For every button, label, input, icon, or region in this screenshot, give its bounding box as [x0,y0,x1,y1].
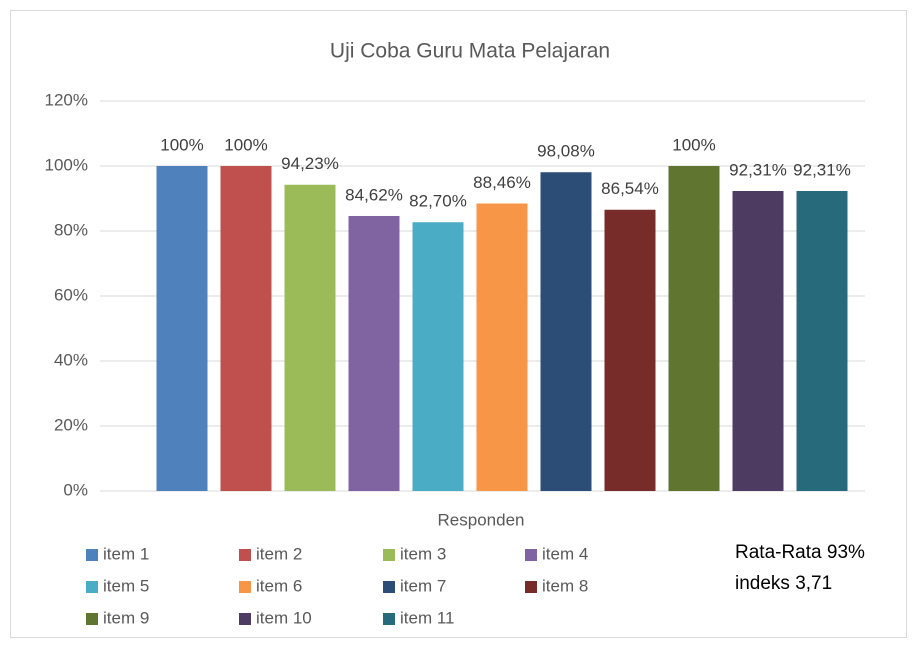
legend-swatch [86,581,98,593]
annotation: indeks 3,71 [735,573,832,594]
legend-swatch [239,549,251,561]
data-label: 86,54% [601,179,659,198]
legend-label: item 1 [103,544,149,563]
data-label: 92,31% [793,160,851,179]
legend-label: item 9 [103,608,149,627]
bar [476,203,528,491]
chart-title: Uji Coba Guru Mata Pelajaran [330,40,610,63]
data-label: 100% [672,135,715,154]
legend-label: item 3 [400,544,446,563]
bar [348,215,400,492]
data-label: 82,70% [409,192,467,211]
legend-label: item 10 [256,608,312,627]
annotation: Rata-Rata 93% [735,542,865,563]
bar [284,184,336,491]
legend-swatch [86,613,98,625]
legend-swatch [86,549,98,561]
legend-label: item 11 [400,608,455,627]
legend-swatch [525,581,537,593]
legend-label: item 8 [542,576,588,595]
data-label: 100% [160,135,203,154]
bar [156,166,208,491]
legend-label: item 2 [256,544,302,563]
bar [412,222,464,491]
legend-label: item 5 [103,576,149,595]
legend-swatch [383,549,395,561]
legend-label: item 7 [400,576,446,595]
y-tick-label: 0% [63,480,88,499]
y-tick-label: 40% [54,350,88,369]
bar [540,172,592,492]
bar [604,209,656,491]
bar [668,166,720,491]
legend-label: item 4 [542,544,588,563]
legend-label: item 6 [256,576,302,595]
y-tick-label: 120% [45,90,88,109]
x-category-label: Responden [438,510,525,529]
data-label: 98,08% [537,142,595,161]
data-label: 100% [224,135,267,154]
data-label: 88,46% [473,173,531,192]
y-tick-label: 80% [54,220,88,239]
data-label: 92,31% [729,160,787,179]
legend-swatch [383,581,395,593]
data-label: 84,62% [345,185,403,204]
data-label: 94,23% [281,154,339,173]
bar [220,166,272,491]
y-tick-label: 60% [54,285,88,304]
legend-swatch [239,581,251,593]
legend-swatch [525,549,537,561]
legend-swatch [239,613,251,625]
y-tick-label: 20% [54,415,88,434]
bar [732,190,784,491]
bar [796,190,848,491]
y-tick-label: 100% [45,155,88,174]
legend-swatch [383,613,395,625]
